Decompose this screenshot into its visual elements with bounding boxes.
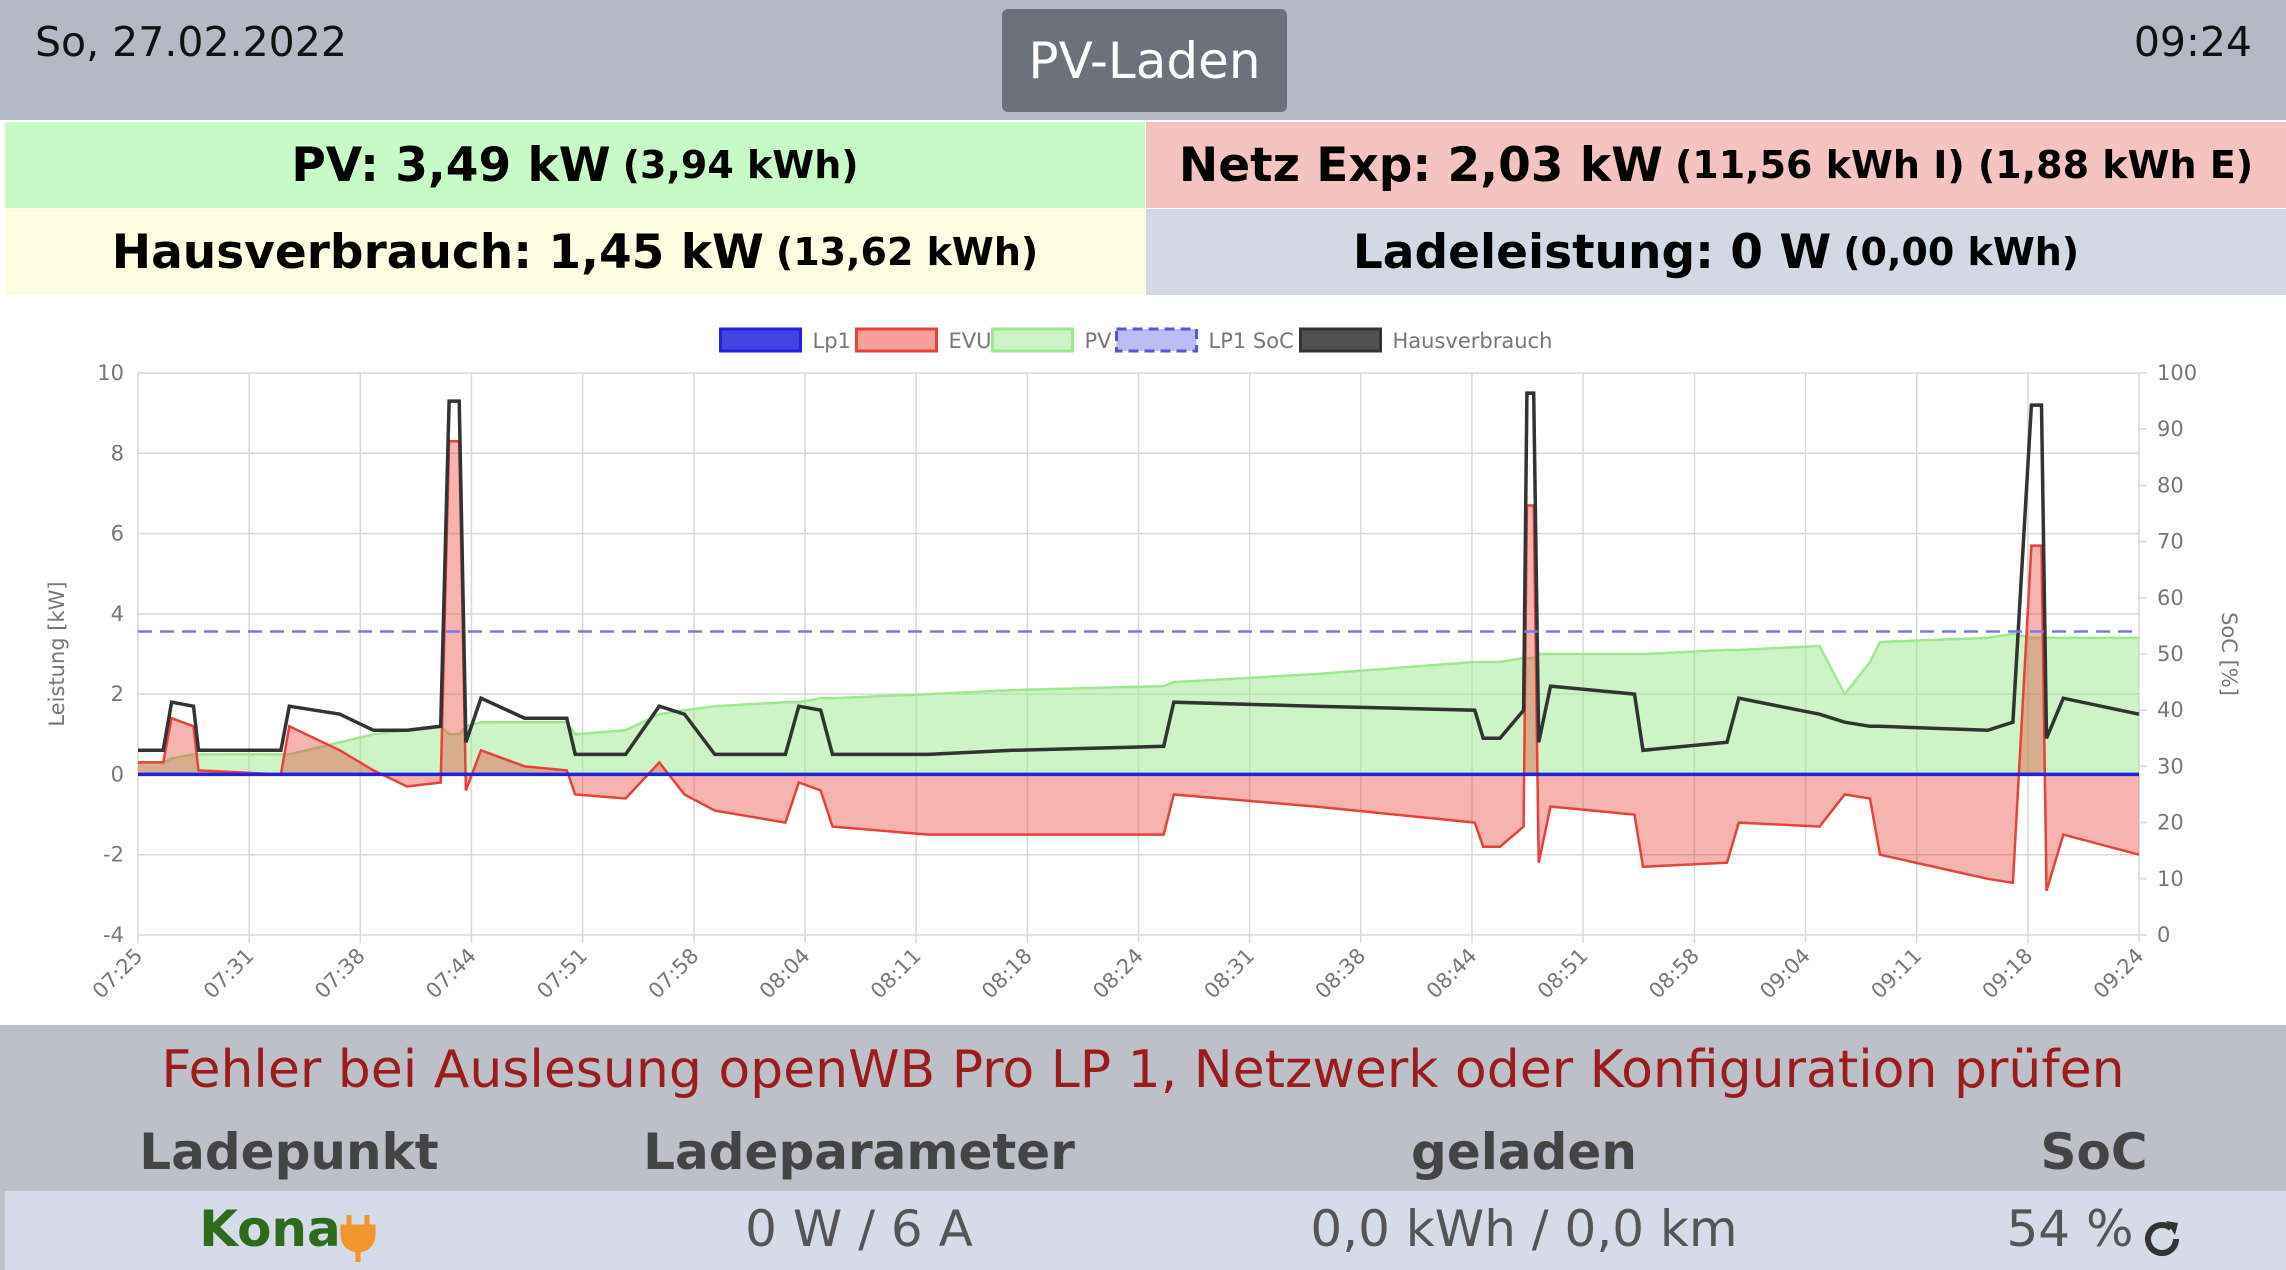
tile-main: PV: 3,49 kW xyxy=(291,137,611,193)
y-tick-label: 8 xyxy=(111,441,124,465)
y2-tick-label: 70 xyxy=(2157,530,2184,554)
legend-swatch xyxy=(1299,327,1382,353)
x-tick-label: 08:44 xyxy=(1422,944,1482,1004)
soc-value: 54 % xyxy=(2006,1200,2134,1258)
tile-detail: (3,94 kWh) xyxy=(622,143,859,187)
tile-main: Ladeleistung: 0 W xyxy=(1352,224,1832,280)
y2-tick-label: 0 xyxy=(2157,923,2170,947)
x-tick-label: 08:24 xyxy=(1088,944,1148,1004)
x-tick-label: 07:58 xyxy=(644,944,704,1004)
charge-params: 0 W / 6 A xyxy=(745,1200,973,1258)
x-tick-label: 09:24 xyxy=(2089,944,2149,1004)
y2-tick-label: 80 xyxy=(2157,473,2184,497)
y-tick-label: 10 xyxy=(97,361,124,385)
legend-label: Hausverbrauch xyxy=(1393,329,1553,353)
series-line xyxy=(138,391,2140,757)
tile-detail: (13,62 kWh) xyxy=(775,230,1039,274)
y2-tick-label: 60 xyxy=(2157,586,2184,610)
table-header: Ladepunkt xyxy=(139,1123,439,1181)
house-tile: Hausverbrauch: 1,45 kW (13,62 kWh) xyxy=(5,209,1145,295)
charged: 0,0 kWh / 0,0 km xyxy=(1310,1200,1738,1258)
x-tick-label: 07:25 xyxy=(88,944,148,1004)
y-tick-label: 4 xyxy=(111,602,124,626)
charge-tile: Ladeleistung: 0 W (0,00 kWh) xyxy=(1146,209,2286,295)
y2-tick-label: 30 xyxy=(2157,754,2184,778)
x-tick-label: 08:38 xyxy=(1311,944,1371,1004)
x-tick-label: 08:18 xyxy=(977,944,1037,1004)
legend-label: PV xyxy=(1085,329,1113,353)
x-tick-label: 09:11 xyxy=(1866,944,1926,1004)
grid-tile: Netz Exp: 2,03 kW (11,56 kWh I) (1,88 kWh… xyxy=(1146,122,2286,208)
x-tick-label: 08:58 xyxy=(1644,944,1704,1004)
area-fill xyxy=(138,441,2139,891)
x-tick-label: 09:18 xyxy=(1978,944,2038,1004)
y2-tick-label: 50 xyxy=(2157,642,2184,666)
y2-axis-label: SoC [%] xyxy=(2217,612,2241,696)
status-panel: Fehler bei Auslesung openWB Pro LP 1, Ne… xyxy=(0,1025,2286,1270)
tile-main: Netz Exp: 2,03 kW xyxy=(1178,137,1663,193)
y-tick-label: -2 xyxy=(103,843,124,867)
refresh-icon[interactable] xyxy=(2140,1217,2184,1261)
y-tick-label: 0 xyxy=(111,762,124,786)
x-tick-label: 07:51 xyxy=(532,944,592,1004)
table-header: Ladeparameter xyxy=(643,1123,1075,1181)
y-axis-label: Leistung [kW] xyxy=(45,581,69,726)
x-tick-label: 07:38 xyxy=(310,944,370,1004)
plug-icon xyxy=(340,1215,376,1262)
tile-detail: (0,00 kWh) xyxy=(1843,230,2080,274)
legend-swatch xyxy=(1115,327,1198,353)
x-tick-label: 08:04 xyxy=(755,944,815,1004)
y2-tick-label: 40 xyxy=(2157,698,2184,722)
y2-tick-label: 10 xyxy=(2157,867,2184,891)
tile-detail: (11,56 kWh I) (1,88 kWh E) xyxy=(1674,143,2254,187)
y-tick-label: 2 xyxy=(111,682,124,706)
legend-label: EVU xyxy=(949,329,992,353)
x-tick-label: 08:11 xyxy=(866,944,926,1004)
tile-main: Hausverbrauch: 1,45 kW xyxy=(111,224,764,280)
x-tick-label: 07:44 xyxy=(421,944,481,1004)
y2-tick-label: 90 xyxy=(2157,417,2184,441)
date: So, 27.02.2022 xyxy=(35,18,347,66)
legend-swatch xyxy=(855,327,938,353)
x-tick-label: 08:51 xyxy=(1533,944,1593,1004)
table-header: geladen xyxy=(1411,1123,1637,1181)
header-bar: So, 27.02.2022 PV-Laden 09:24 xyxy=(0,0,2286,120)
y-tick-label: 6 xyxy=(111,522,124,546)
y2-tick-label: 100 xyxy=(2157,361,2197,385)
mode-button[interactable]: PV-Laden xyxy=(1002,9,1287,112)
legend-label: Lp1 xyxy=(813,329,851,353)
legend-swatch xyxy=(991,327,1074,353)
legend-label: LP1 SoC xyxy=(1209,329,1294,353)
x-tick-label: 08:31 xyxy=(1199,944,1259,1004)
y-tick-label: -4 xyxy=(103,923,124,947)
legend-swatch xyxy=(719,327,802,353)
x-tick-label: 07:31 xyxy=(199,944,259,1004)
table-header: SoC xyxy=(2040,1123,2148,1181)
y2-tick-label: 20 xyxy=(2157,811,2184,835)
time: 09:24 xyxy=(2133,18,2252,66)
row-background xyxy=(5,1191,2286,1270)
error-message: Fehler bei Auslesung openWB Pro LP 1, Ne… xyxy=(161,1040,2125,1100)
pv-tile: PV: 3,49 kW (3,94 kWh) xyxy=(5,122,1145,208)
series-line xyxy=(138,439,2140,892)
x-tick-label: 09:04 xyxy=(1755,944,1815,1004)
vehicle-name[interactable]: Kona xyxy=(199,1200,341,1258)
